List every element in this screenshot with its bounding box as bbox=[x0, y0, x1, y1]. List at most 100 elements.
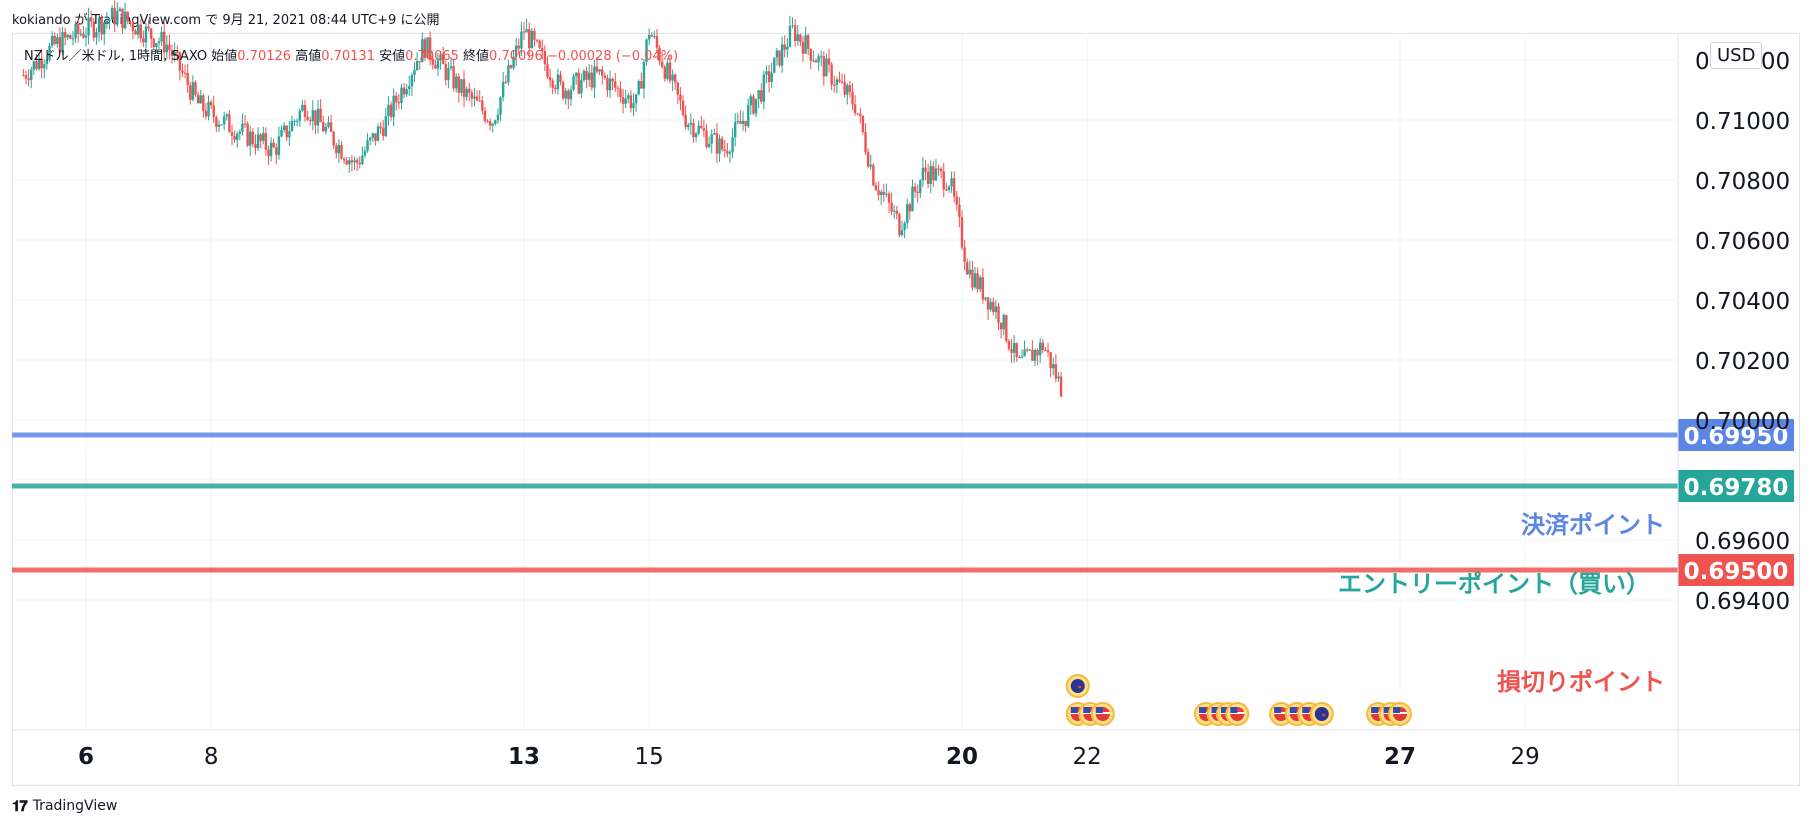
high-label: 高値 bbox=[295, 49, 322, 64]
candle-body bbox=[157, 41, 161, 44]
candle-body bbox=[616, 87, 620, 89]
candle-body bbox=[629, 95, 633, 109]
candle-body bbox=[207, 101, 210, 117]
candle-body bbox=[222, 116, 226, 125]
candle-body bbox=[22, 75, 25, 76]
candle-body bbox=[345, 160, 348, 165]
candle-body bbox=[405, 89, 408, 95]
candle-body bbox=[1052, 364, 1055, 369]
candle-body bbox=[149, 28, 153, 39]
candle-body bbox=[955, 196, 958, 205]
candle-body bbox=[301, 104, 304, 111]
candle-body bbox=[142, 38, 145, 43]
y-tick-label: 0.70200 bbox=[1695, 349, 1790, 375]
candle-body bbox=[298, 110, 301, 121]
candle-body bbox=[241, 123, 244, 132]
candle-body bbox=[251, 131, 255, 144]
candle-body bbox=[441, 54, 445, 65]
candle-body bbox=[887, 193, 891, 203]
us-flag-canton bbox=[1289, 707, 1297, 713]
candle-body bbox=[329, 122, 333, 132]
candle-body bbox=[621, 97, 625, 104]
candle-body bbox=[202, 95, 205, 111]
x-tick-label: 27 bbox=[1384, 744, 1416, 770]
candle-body bbox=[671, 74, 674, 81]
candle-body bbox=[1012, 342, 1016, 353]
candle-body bbox=[752, 96, 755, 114]
candle-body bbox=[514, 45, 518, 57]
candle-body bbox=[217, 124, 221, 127]
candle-body bbox=[324, 126, 328, 132]
candle-body bbox=[254, 143, 257, 149]
candle-body bbox=[916, 191, 919, 194]
candle-body bbox=[674, 74, 677, 83]
candle-body bbox=[1059, 376, 1063, 397]
candle-body bbox=[799, 34, 802, 43]
us-flag-canton bbox=[1211, 707, 1219, 713]
candle-body bbox=[796, 34, 799, 41]
candle-body bbox=[601, 69, 604, 76]
x-tick-label: 29 bbox=[1511, 744, 1540, 770]
candle-body bbox=[483, 110, 487, 121]
candle-body bbox=[155, 43, 158, 47]
candle-body bbox=[840, 81, 844, 83]
candle-body bbox=[906, 204, 909, 224]
level-name-label: 損切りポイント bbox=[1497, 668, 1665, 696]
candle-body bbox=[494, 120, 497, 124]
candle-body bbox=[1007, 340, 1011, 349]
candle-body bbox=[382, 128, 385, 137]
candle-body bbox=[69, 35, 72, 39]
candle-body bbox=[56, 37, 59, 44]
candle-body bbox=[869, 164, 872, 167]
candle-body bbox=[874, 185, 878, 191]
candle-body bbox=[1002, 315, 1005, 330]
candle-body bbox=[919, 180, 922, 194]
candle-body bbox=[707, 143, 711, 148]
candle-body bbox=[103, 22, 106, 35]
candle-body bbox=[1018, 357, 1021, 359]
candle-body bbox=[853, 104, 857, 114]
candle-body bbox=[945, 189, 948, 191]
candle-body bbox=[843, 82, 846, 95]
candle-body bbox=[163, 31, 166, 53]
candle-body bbox=[74, 24, 77, 39]
currency-button[interactable]: USD bbox=[1710, 42, 1763, 69]
nz-flag-field bbox=[1070, 679, 1085, 693]
candle-body bbox=[139, 24, 142, 39]
candle-body bbox=[423, 39, 427, 58]
candle-body bbox=[817, 56, 820, 63]
candle-body bbox=[455, 76, 458, 89]
candle-body bbox=[230, 132, 234, 137]
nz-flag-star bbox=[1322, 713, 1326, 717]
candle-body bbox=[311, 110, 315, 122]
candle-body bbox=[37, 58, 41, 69]
candle-body bbox=[444, 64, 447, 81]
candle-body bbox=[595, 66, 599, 72]
candle-body bbox=[851, 91, 854, 105]
candle-body bbox=[684, 114, 687, 128]
candle-body bbox=[408, 86, 411, 90]
candle-body bbox=[835, 79, 839, 86]
candle-body bbox=[186, 72, 189, 86]
candle-body bbox=[468, 88, 471, 93]
candle-body bbox=[645, 39, 648, 62]
candle-body bbox=[528, 29, 531, 49]
candle-body bbox=[713, 132, 716, 135]
candle-body bbox=[791, 25, 794, 27]
candle-body bbox=[783, 44, 786, 50]
candle-body bbox=[267, 149, 270, 157]
us-flag-canton bbox=[1371, 707, 1379, 713]
candle-body bbox=[228, 114, 231, 133]
candle-body bbox=[285, 125, 288, 138]
candle-body bbox=[340, 144, 343, 159]
candle-body bbox=[598, 69, 601, 72]
candle-body bbox=[1005, 315, 1008, 341]
candle-body bbox=[898, 213, 901, 236]
candle-body bbox=[243, 123, 247, 125]
candle-body bbox=[939, 168, 943, 172]
candle-body bbox=[84, 35, 88, 38]
candle-body bbox=[864, 132, 867, 153]
candle-body bbox=[45, 59, 49, 65]
us-flag-canton bbox=[1383, 707, 1391, 713]
